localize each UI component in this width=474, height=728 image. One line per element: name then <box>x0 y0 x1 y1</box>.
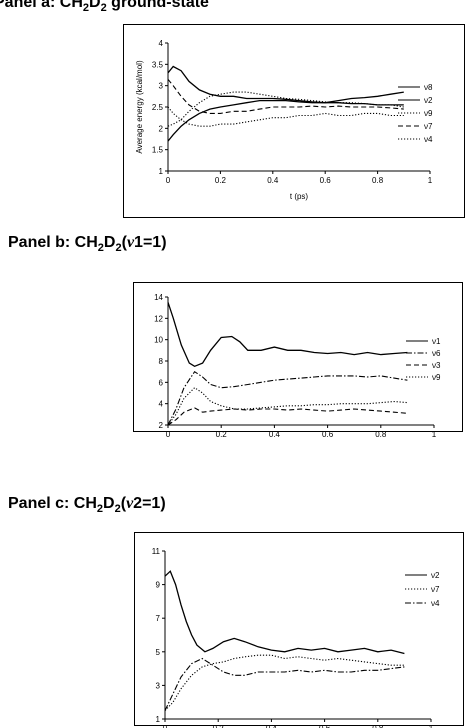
legend-label: ν1 <box>432 337 441 346</box>
chart-panel-a: 1 1.5 2 2.5 3 3.5 4 0 0.2 0.4 0.6 0.8 1 t (ps) Average… <box>123 24 465 218</box>
legend-label: ν9 <box>432 373 441 382</box>
legend-label: ν7 <box>431 585 440 594</box>
y-tick-label: 8 <box>159 357 164 366</box>
y-tick-label: 9 <box>156 581 161 590</box>
chart-c-svg: 1 3 5 7 9 11 0 0.2 0.4 0.6 0.8 1 ν2 ν7 ν4 <box>152 547 440 728</box>
series-line <box>167 78 404 114</box>
chart-a-svg: 1 1.5 2 2.5 3 3.5 4 0 0.2 0.4 0.6 0.8 1 t (ps) Average… <box>135 39 433 201</box>
y-tick-label: 1 <box>159 167 164 176</box>
x-tick-label: 0.4 <box>267 176 279 185</box>
legend-label: ν3 <box>432 361 441 370</box>
x-tick-label: 1 <box>428 176 433 185</box>
series-line <box>167 65 404 104</box>
legend-label: ν8 <box>424 83 433 92</box>
y-tick-label: 3 <box>156 681 161 690</box>
y-tick-label: 5 <box>156 648 161 657</box>
legend-label: ν2 <box>431 571 440 580</box>
x-tick-label: 0.8 <box>375 430 387 439</box>
y-tick-label: 2 <box>159 421 164 430</box>
series-line <box>167 106 404 127</box>
panel-a-title: Panel a: CH2D2 ground-state <box>0 0 209 15</box>
y-tick-label: 4 <box>159 400 164 409</box>
y-tick-label: 7 <box>156 614 161 623</box>
series-line <box>164 657 405 711</box>
panel-c-title: Panel c: CH2D2(ν2=1) <box>8 495 166 516</box>
series-line <box>167 386 408 426</box>
x-tick-label: 0 <box>163 724 168 728</box>
legend-label: ν4 <box>424 135 433 144</box>
x-tick-label: 0.6 <box>322 430 334 439</box>
series-line <box>167 91 404 127</box>
y-tick-label: 3 <box>159 82 164 91</box>
series-line <box>167 370 408 426</box>
series-line <box>167 302 408 368</box>
panel-b-title: Panel b: CH2D2(ν1=1) <box>8 234 167 255</box>
x-tick-label: 0 <box>166 430 171 439</box>
y-tick-label: 2 <box>159 124 164 133</box>
y-tick-label: 3.5 <box>152 60 164 69</box>
legend-label: ν6 <box>432 349 441 358</box>
y-tick-label: 4 <box>159 39 164 48</box>
y-tick-label: 11 <box>152 547 161 556</box>
x-tick-label: 0.6 <box>319 724 331 728</box>
series-line <box>167 99 404 142</box>
x-tick-label: 1 <box>432 430 437 439</box>
x-tick-label: 0.8 <box>372 724 384 728</box>
x-tick-label: 0.6 <box>320 176 332 185</box>
y-tick-label: 2.5 <box>152 103 164 112</box>
chart-panel-b: 2 4 6 8 10 12 14 0 0.2 0.4 0.6 0.8 1 ν1 ν6 ν3 ν9 <box>133 282 463 439</box>
y-tick-label: 10 <box>154 336 163 345</box>
x-tick-label: 0.4 <box>266 724 278 728</box>
legend-label: ν4 <box>431 599 440 608</box>
x-tick-label: 1 <box>429 724 434 728</box>
x-tick-label: 0.2 <box>215 176 227 185</box>
chart-b-svg: 2 4 6 8 10 12 14 0 0.2 0.4 0.6 0.8 1 ν1 ν6 ν3 ν9 <box>154 293 441 439</box>
legend-label: ν7 <box>424 122 433 131</box>
series-line <box>164 570 405 655</box>
legend-label: ν9 <box>424 109 433 118</box>
y-tick-label: 1.5 <box>152 146 164 155</box>
x-tick-label: 0.4 <box>269 430 281 439</box>
y-axis-label: Average energy (kcal/mol) <box>135 60 144 154</box>
series-line <box>164 654 405 711</box>
y-tick-label: 1 <box>156 715 161 724</box>
x-tick-label: 0.2 <box>213 724 225 728</box>
series-line <box>167 407 408 426</box>
x-axis-label: t (ps) <box>290 192 309 201</box>
legend-label: ν2 <box>424 96 433 105</box>
y-tick-label: 14 <box>154 293 163 302</box>
x-tick-label: 0.8 <box>372 176 384 185</box>
y-tick-label: 6 <box>159 378 164 387</box>
x-tick-label: 0.2 <box>216 430 228 439</box>
chart-panel-c: 1 3 5 7 9 11 0 0.2 0.4 0.6 0.8 1 ν2 ν7 ν4 <box>134 532 464 728</box>
x-tick-label: 0 <box>166 176 171 185</box>
y-tick-label: 12 <box>154 314 163 323</box>
